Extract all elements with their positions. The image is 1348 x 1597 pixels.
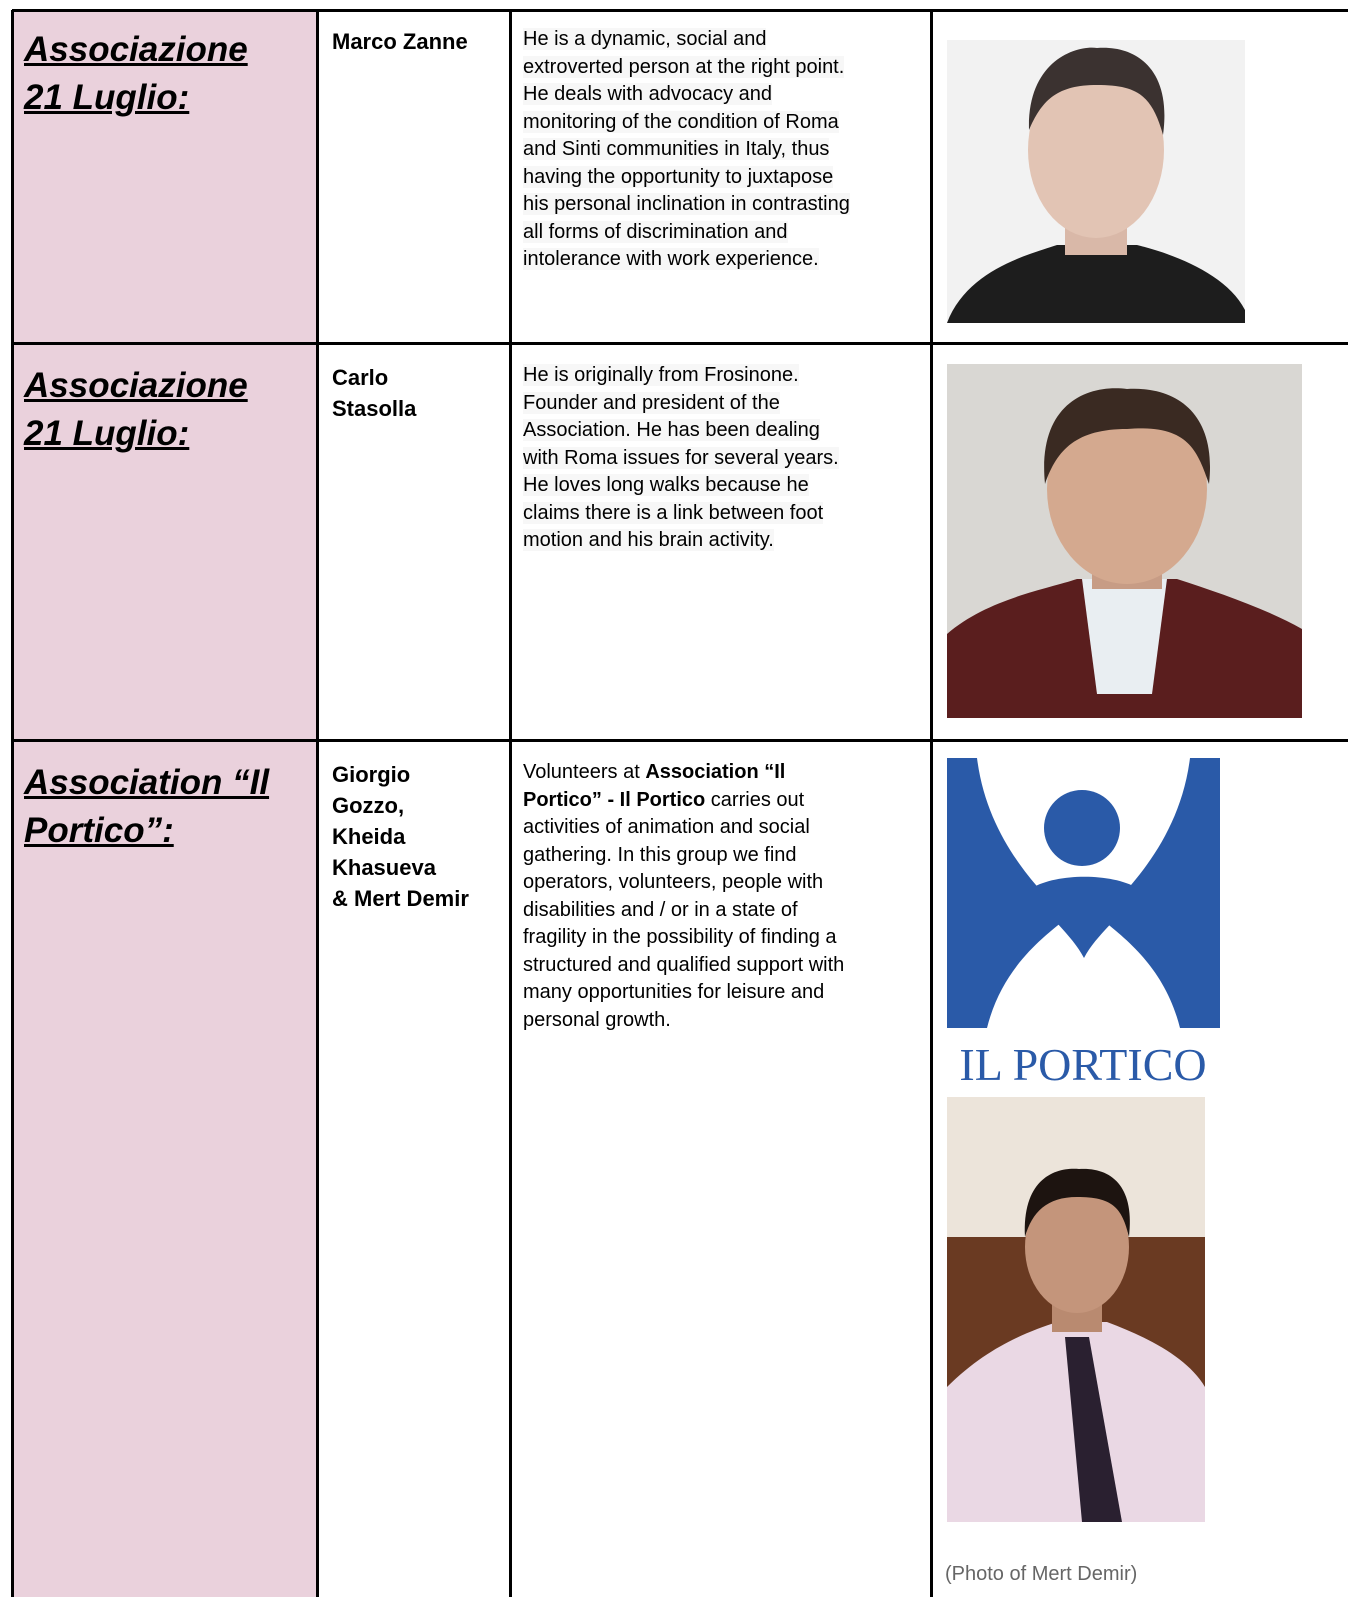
description-line: He is a dynamic, social and xyxy=(523,26,923,54)
org-line: 21 Luglio: xyxy=(24,78,190,117)
description: Volunteers at Association “Il Portico” - … xyxy=(523,759,923,1034)
org-column-bg xyxy=(12,10,318,1597)
organization: Association “Il Portico”: xyxy=(24,759,309,855)
text: gathering. In this group we find xyxy=(523,843,797,866)
description-line: many opportunities for leisure and xyxy=(523,979,923,1007)
text: claims there is a link between foot xyxy=(523,501,824,524)
person-name: Giorgio Gozzo, Kheida Khasueva & Mert Demir xyxy=(332,759,504,914)
text: He deals with advocacy and xyxy=(523,83,773,105)
description-line: and Sinti communities in Italy, thus xyxy=(523,136,923,164)
description-line: personal growth. xyxy=(523,1007,923,1035)
border xyxy=(930,10,933,1597)
description-line: intolerance with work experience. xyxy=(523,246,923,274)
text: He loves long walks because he xyxy=(523,474,809,496)
photo xyxy=(947,364,1302,718)
border xyxy=(12,739,1348,742)
name-line: Kheida xyxy=(332,824,406,849)
text: Portico” - Il Portico xyxy=(523,788,706,811)
organization: Associazione 21 Luglio: xyxy=(24,362,309,458)
text: structured and qualified support with xyxy=(523,953,845,976)
org-line: Associazione xyxy=(24,30,248,69)
description-line: his personal inclination in contrasting xyxy=(523,191,923,219)
text: intolerance with work experience. xyxy=(523,248,819,270)
text: operators, volunteers, people with xyxy=(523,871,824,893)
name-line: Gozzo, xyxy=(332,793,405,818)
description-line: Association. He has been dealing xyxy=(523,417,923,445)
logo-text: IL PORTICO xyxy=(959,1039,1206,1088)
text: personal growth. xyxy=(523,1008,671,1031)
text: many opportunities for leisure and xyxy=(523,981,825,1003)
description-line: gathering. In this group we find xyxy=(523,842,923,870)
border xyxy=(12,342,1348,345)
person-name: Carlo Stasolla xyxy=(332,362,504,424)
text: all forms of discrimination and xyxy=(523,220,788,243)
photo xyxy=(947,1097,1205,1522)
org-line: 21 Luglio: xyxy=(24,414,190,453)
text: Founder and president of the xyxy=(523,391,780,414)
border xyxy=(316,10,319,1597)
description-line: with Roma issues for several years. xyxy=(523,445,923,473)
description: He is a dynamic, social and extroverted p… xyxy=(523,26,923,274)
description-line: He deals with advocacy and xyxy=(523,81,923,109)
text: and Sinti communities in Italy, thus xyxy=(523,138,830,160)
text: Association “Il xyxy=(645,761,786,783)
description-line: claims there is a link between foot xyxy=(523,500,923,528)
text: with Roma issues for several years. xyxy=(523,446,839,469)
name-line: Giorgio xyxy=(332,762,411,787)
text: disabilities and / or in a state of xyxy=(523,898,798,921)
text: carries out xyxy=(705,788,805,811)
org-line: Portico”: xyxy=(24,811,174,850)
logo: IL PORTICO xyxy=(947,758,1220,1088)
text: extroverted person at the right point. xyxy=(523,55,845,78)
description: He is originally from Frosinone. Founder … xyxy=(523,362,923,555)
text: He is originally from Frosinone. xyxy=(523,364,799,386)
person-name: Marco Zanne xyxy=(332,26,504,57)
name-line: & Mert Demir xyxy=(332,886,469,911)
description-line: operators, volunteers, people with xyxy=(523,869,923,897)
org-line: Association “Il xyxy=(24,763,270,802)
description-line: Volunteers at Association “Il xyxy=(523,759,923,787)
description-line: structured and qualified support with xyxy=(523,952,923,980)
text: fragility in the possibility of finding … xyxy=(523,926,837,948)
organization: Associazione 21 Luglio: xyxy=(24,26,309,122)
text: Association. He has been dealing xyxy=(523,419,820,441)
description-line: all forms of discrimination and xyxy=(523,219,923,247)
description-line: motion and his brain activity. xyxy=(523,527,923,555)
description-line: He is originally from Frosinone. xyxy=(523,362,923,390)
org-line: Associazione xyxy=(24,366,248,405)
description-line: activities of animation and social xyxy=(523,814,923,842)
photo-caption: (Photo of Mert Demir) xyxy=(945,1563,1138,1585)
border xyxy=(509,10,512,1597)
text: his personal inclination in contrasting xyxy=(523,193,850,215)
name-line: Carlo xyxy=(332,365,389,390)
text: activities of animation and social xyxy=(523,816,810,838)
description-line: Founder and president of the xyxy=(523,390,923,418)
description-line: fragility in the possibility of finding … xyxy=(523,924,923,952)
border xyxy=(11,10,14,1597)
description-line: He loves long walks because he xyxy=(523,472,923,500)
name-line: Stasolla xyxy=(332,396,417,421)
description-line: having the opportunity to juxtapose xyxy=(523,164,923,192)
text: Volunteers at xyxy=(523,761,646,783)
text: motion and his brain activity. xyxy=(523,529,774,551)
description-line: monitoring of the condition of Roma xyxy=(523,109,923,137)
text: monitoring of the condition of Roma xyxy=(523,110,839,133)
name-line: Marco Zanne xyxy=(332,29,468,54)
description-line: Portico” - Il Portico carries out xyxy=(523,787,923,815)
description-line: disabilities and / or in a state of xyxy=(523,897,923,925)
description-line: extroverted person at the right point. xyxy=(523,54,923,82)
text: He is a dynamic, social and xyxy=(523,28,767,50)
text: having the opportunity to juxtapose xyxy=(523,165,834,188)
name-line: Khasueva xyxy=(332,855,436,880)
photo xyxy=(947,40,1245,323)
border xyxy=(12,9,1348,12)
